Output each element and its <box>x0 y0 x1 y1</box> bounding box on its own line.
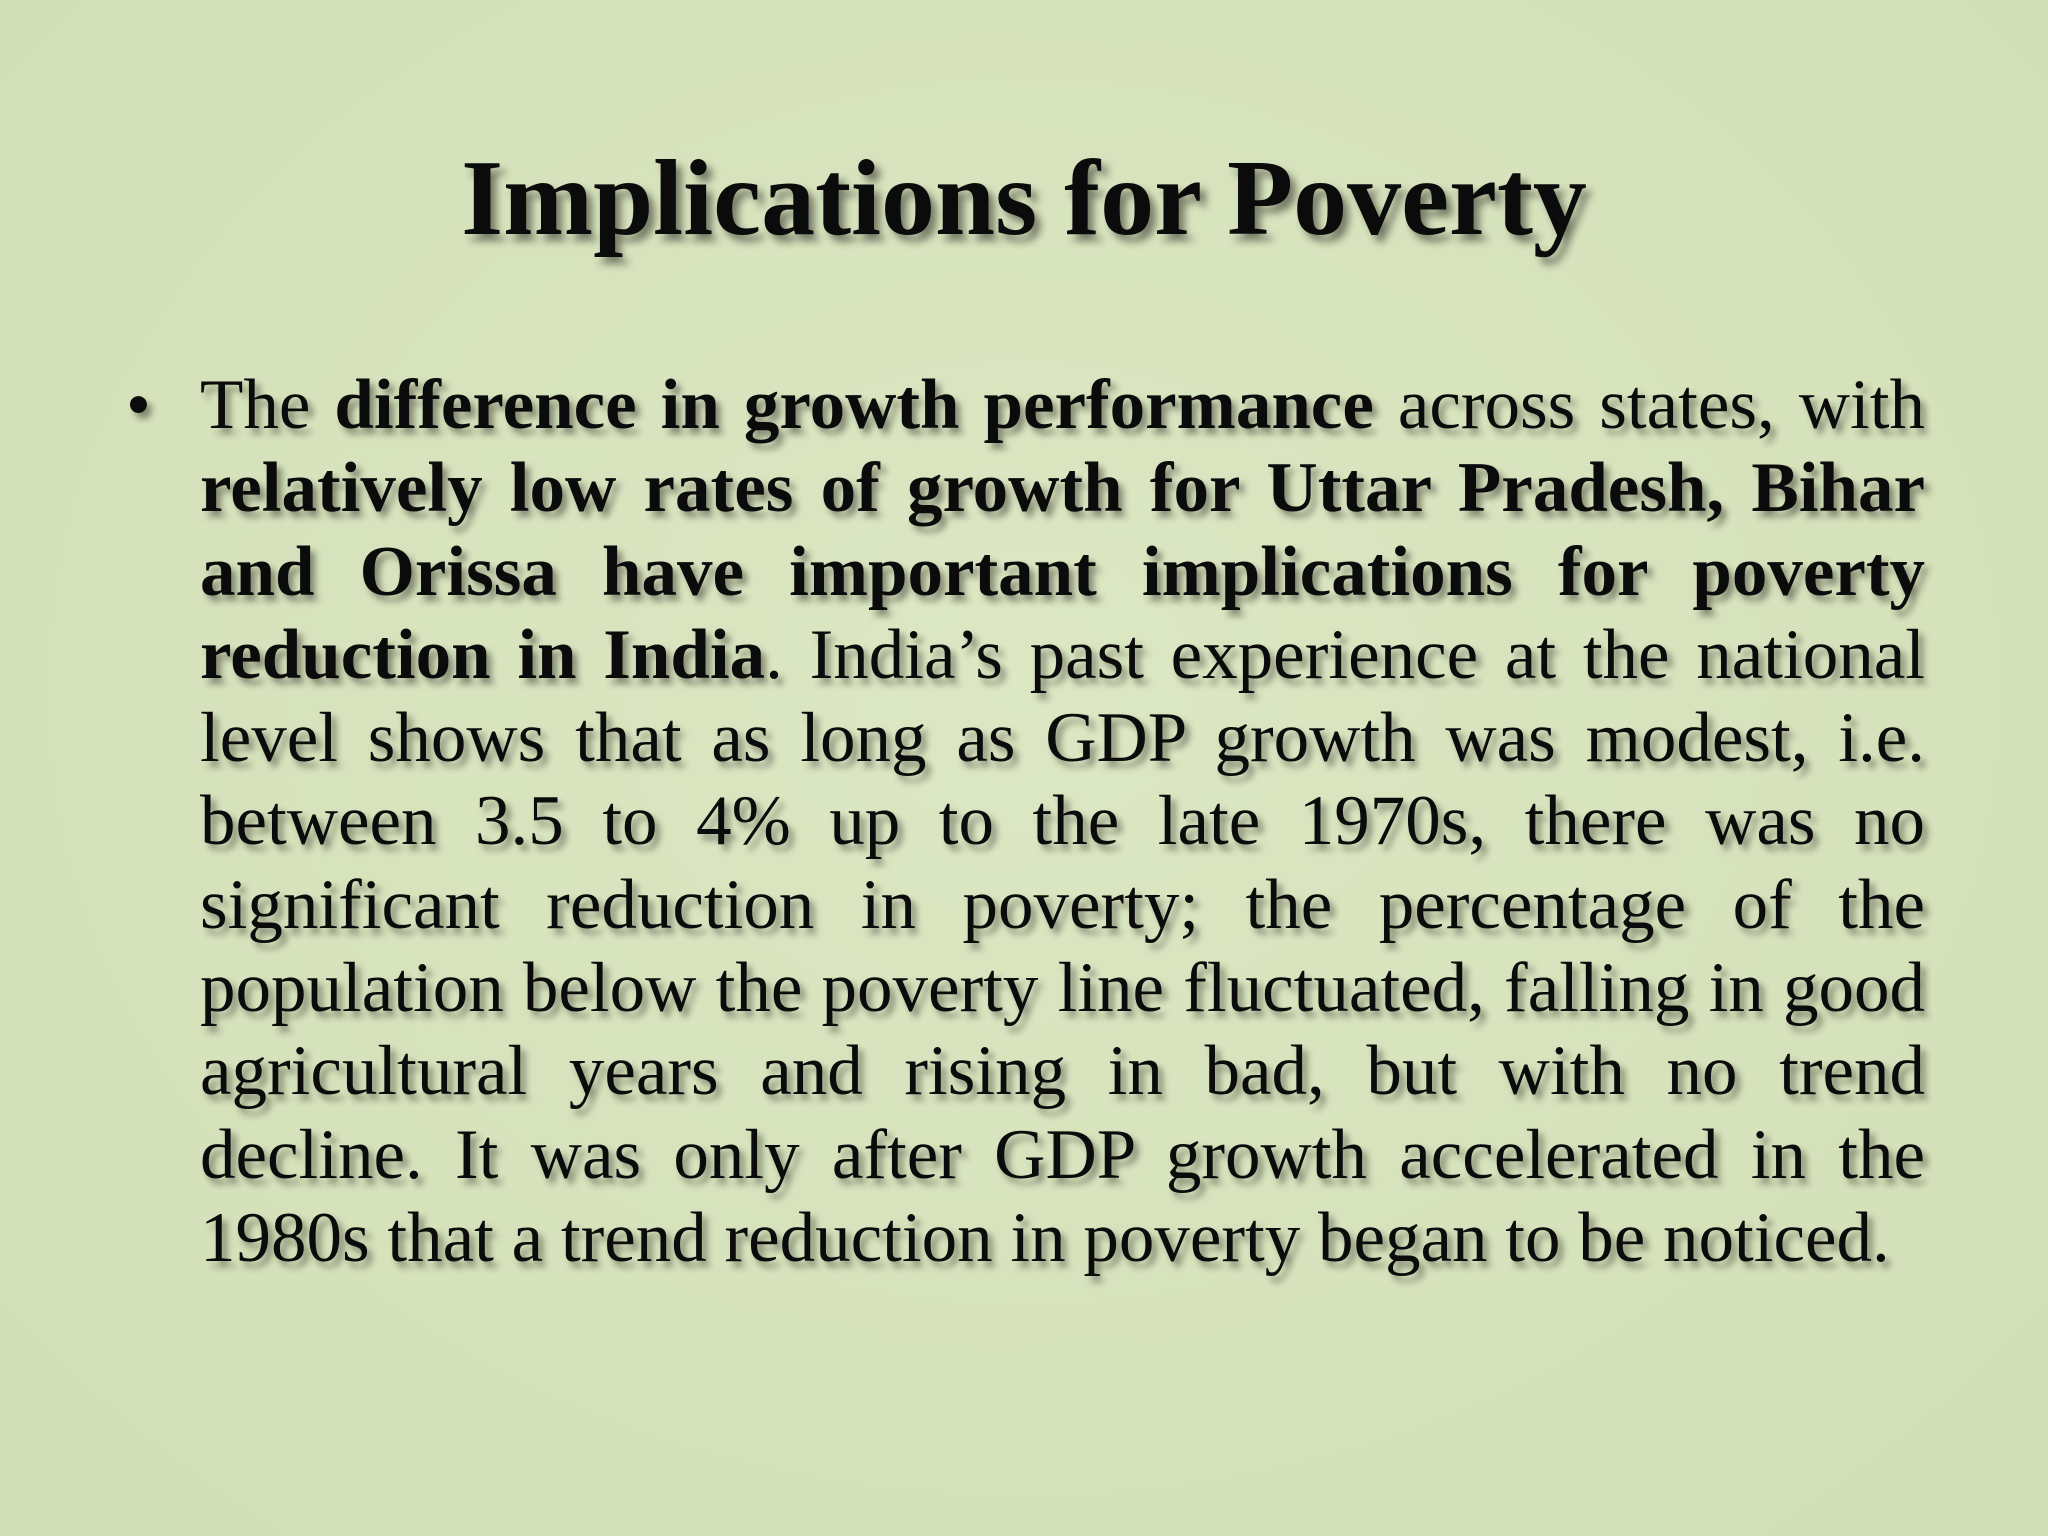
bullet-item: • The difference in growth performance a… <box>120 364 1925 1280</box>
bullet-list: • The difference in growth performance a… <box>120 364 1925 1280</box>
text-segment: The <box>200 366 335 444</box>
text-segment: . India’s past experience at the nationa… <box>200 615 1925 1277</box>
bold-text-segment: difference in growth performance <box>334 366 1374 444</box>
slide-title: Implications for Poverty <box>461 139 1587 258</box>
bold-text-segment: relatively low rates of growth for Uttar… <box>200 449 1925 694</box>
bullet-text: The difference in growth performance acr… <box>200 366 1925 1277</box>
bullet-icon: • <box>126 366 151 444</box>
text-segment: across states, with <box>1373 366 1925 444</box>
